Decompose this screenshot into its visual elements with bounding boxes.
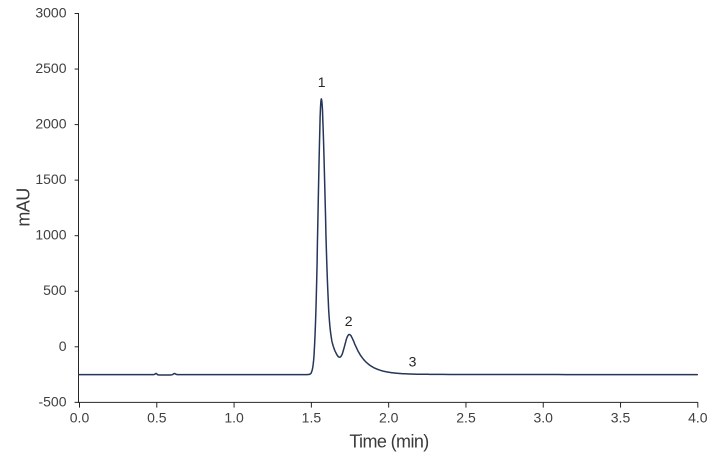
svg-text:1000: 1000: [35, 227, 66, 243]
svg-text:mAU: mAU: [13, 188, 33, 226]
svg-text:0.5: 0.5: [147, 409, 167, 425]
svg-text:1500: 1500: [35, 171, 66, 187]
svg-text:1.5: 1.5: [302, 409, 322, 425]
svg-text:3.0: 3.0: [533, 409, 553, 425]
svg-text:4.0: 4.0: [688, 409, 708, 425]
svg-text:500: 500: [43, 282, 67, 298]
svg-text:2.5: 2.5: [456, 409, 476, 425]
svg-text:2.0: 2.0: [379, 409, 399, 425]
svg-text:1.0: 1.0: [224, 409, 244, 425]
svg-text:0: 0: [59, 338, 67, 354]
svg-text:3: 3: [409, 353, 417, 369]
svg-text:0.0: 0.0: [70, 409, 90, 425]
svg-text:2000: 2000: [35, 116, 66, 132]
svg-text:3.5: 3.5: [611, 409, 631, 425]
svg-text:2500: 2500: [35, 60, 66, 76]
svg-text:1: 1: [318, 74, 326, 90]
svg-text:2: 2: [345, 313, 353, 329]
svg-text:-500: -500: [38, 393, 66, 409]
svg-text:3000: 3000: [35, 5, 66, 21]
svg-text:Time (min): Time (min): [349, 432, 428, 452]
